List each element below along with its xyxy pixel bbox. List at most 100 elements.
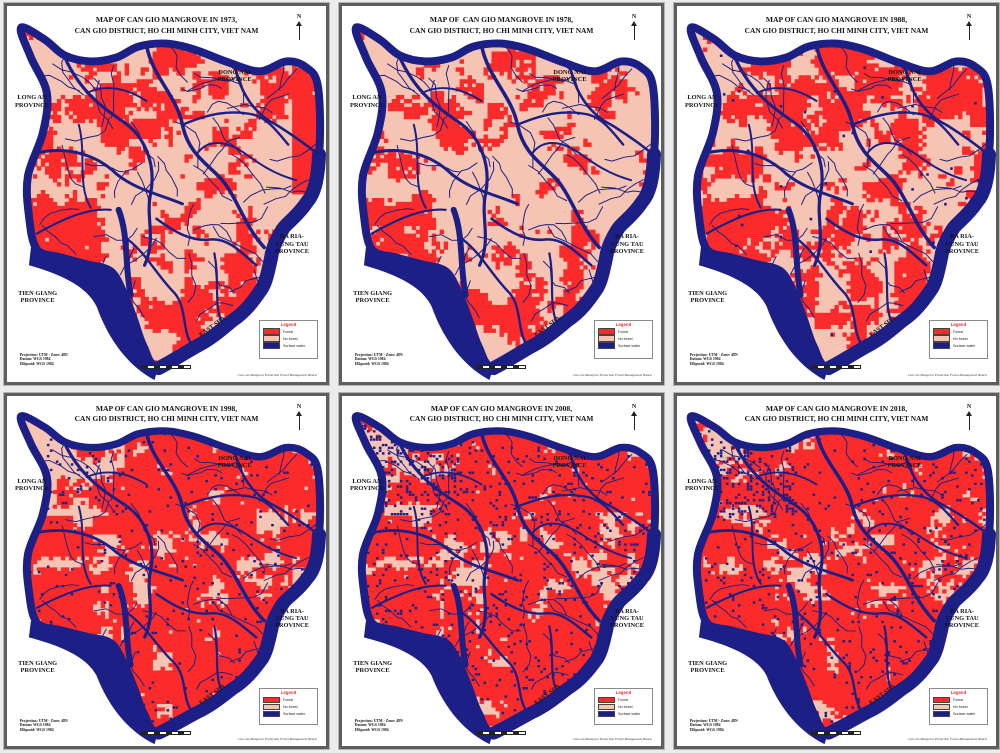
scale-bar [810, 365, 861, 370]
legend-swatch [598, 696, 615, 704]
label-dong-nai-province: DONG NAI PROVINCE [553, 455, 587, 469]
legend-row: No forest [263, 335, 314, 342]
north-label: N [966, 14, 972, 21]
label-line: PROVINCE [20, 297, 55, 305]
north-arrow-head [966, 410, 973, 416]
north-arrow-shaft [968, 413, 970, 430]
forest-cover [20, 27, 321, 365]
sea-band-southeast [486, 147, 661, 376]
legend-label: Surface water [618, 711, 641, 716]
datum-text: Datum: WGS 1984 [19, 357, 51, 362]
legend-label: Surface water [953, 343, 976, 348]
credit-text: Can Gio Mangrove Protection Forest Manag… [907, 737, 987, 741]
river-channel [63, 442, 154, 639]
map-title-line-2: CAN GIO DISTRICT, HO CHI MINH CITY, VIET… [744, 25, 929, 35]
river-channel [516, 494, 625, 527]
river-channel [865, 142, 968, 182]
legend-swatch [263, 703, 280, 711]
legend-label: No forest [618, 336, 633, 341]
north-label: N [296, 403, 302, 410]
legend-swatch [598, 703, 615, 711]
label-line: PROVINCE [274, 247, 310, 255]
legend-label: Forest [953, 697, 964, 702]
river-channel [902, 448, 990, 536]
legend-title: Legend [280, 689, 297, 695]
label-tien-giang-province: TIEN GIANG PROVINCE [688, 290, 727, 304]
label-long-an-province: LONG AN PROVINCE [685, 478, 719, 492]
north-label: N [966, 403, 972, 410]
river-channel [699, 149, 854, 206]
north-arrow-head [631, 410, 638, 416]
label-line: DONG NAI [553, 69, 586, 77]
river-channel [232, 62, 320, 156]
label-tien-giang-province: TIEN GIANG PROVINCE [353, 660, 392, 674]
sea-band-southwest [28, 247, 159, 381]
label-line: PROVINCE [684, 485, 720, 493]
river-channel [902, 62, 990, 156]
label-dong-nai-province: DONG NAI PROVINCE [888, 69, 922, 83]
north-arrow-shaft [633, 24, 635, 41]
river-channel [29, 529, 184, 582]
label-line: PROVINCE [609, 622, 645, 630]
legend-label: Surface water [283, 343, 306, 348]
district-map [351, 23, 661, 381]
label-line: VUNG TAU [610, 614, 644, 622]
legend-row: Surface water [263, 710, 314, 718]
legend-swatch [263, 328, 280, 335]
credit-text: Can Gio Mangrove Protection Forest Manag… [237, 737, 317, 741]
datum-text: Datum: WGS 1984 [689, 357, 721, 362]
legend-label: No forest [953, 704, 968, 709]
legend-label: Forest [953, 329, 964, 334]
legend: Legend Forest No forest Surface water [594, 319, 653, 360]
river-channel [364, 529, 519, 582]
river-channel [412, 505, 427, 585]
legend-swatch [933, 710, 950, 718]
legend-title: Legend [615, 689, 632, 695]
label-long-an-province: LONG AN PROVINCE [350, 478, 384, 492]
datum-text: Datum: WGS 1984 [354, 357, 386, 362]
projection-text: Projection: UTM - Zone: 48N [689, 352, 738, 357]
label-ba-ria-vung-tau-province: BA RIA- VUNG TAU PROVINCE [945, 233, 979, 255]
legend-swatch [263, 710, 280, 718]
legend-label: No forest [953, 336, 968, 341]
north-arrow-icon: N [294, 14, 304, 42]
map-title-line-1: MAP OF CAN GIO MANGROVE IN 1988, [765, 14, 908, 24]
projection-text: Projection: UTM - Zone: 48N [19, 352, 68, 357]
river-channel [144, 43, 266, 250]
map-title-line-1: MAP OF CAN GIO MANGROVE IN 1978, [429, 14, 574, 24]
map-panel-4: MAP OF CAN GIO MANGROVE IN 1998, CAN GIO … [4, 393, 329, 749]
label-line: PROVINCE [690, 297, 725, 305]
north-label: N [296, 14, 302, 21]
river-channel [733, 55, 824, 267]
sea-band-southeast [151, 527, 326, 740]
river-channel [125, 237, 192, 344]
river-channel [785, 206, 804, 298]
label-line: TIEN GIANG [353, 660, 393, 668]
legend: Legend Forest No forest Surface water [929, 319, 988, 360]
district-map [16, 412, 326, 745]
river-channel [125, 611, 192, 711]
label-line: VUNG TAU [275, 240, 309, 248]
district-map [351, 412, 661, 745]
scale-bar [475, 365, 526, 370]
river-channel [733, 442, 824, 639]
river-channel [181, 111, 290, 146]
label-line: LONG AN [687, 94, 717, 102]
legend-row: Surface water [933, 710, 984, 718]
river-channel [85, 471, 148, 486]
label-line: DONG NAI [218, 69, 251, 77]
label-line: PROVINCE [14, 101, 50, 109]
map-footer-notes: Projection: UTM - Zone: 48N Datum: WGS 19… [690, 353, 738, 367]
district-map [16, 23, 326, 381]
river-channel [755, 87, 818, 102]
legend-label: Surface water [618, 343, 641, 348]
map-panel-6: MAP OF CAN GIO MANGROVE IN 2018, CAN GIO … [674, 393, 999, 749]
river-channel [155, 217, 258, 267]
river-channel [29, 149, 184, 206]
label-line: DONG NAI [553, 454, 586, 462]
legend-row: Forest [933, 696, 984, 704]
ellipsoid-text: Ellipsoid: WGS 1984 [689, 361, 724, 366]
river-channel [370, 584, 447, 609]
river-channel [567, 448, 655, 536]
river-channel [412, 123, 427, 209]
